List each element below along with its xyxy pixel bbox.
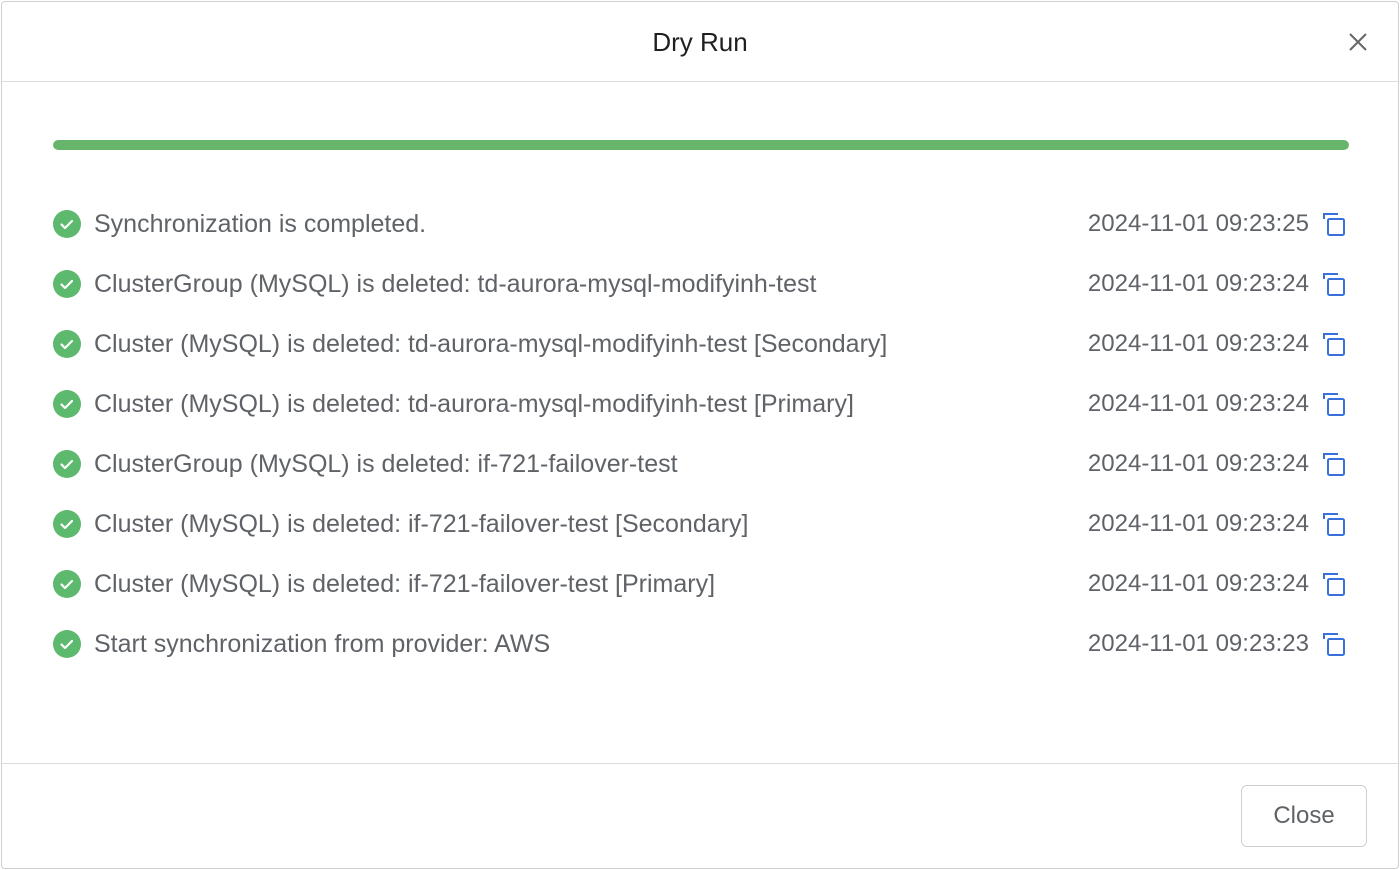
check-circle-icon <box>53 270 81 298</box>
check-circle-icon <box>53 570 81 598</box>
copy-icon[interactable] <box>1321 571 1347 597</box>
check-circle-icon <box>53 450 81 478</box>
copy-icon[interactable] <box>1321 211 1347 237</box>
close-button[interactable]: Close <box>1241 785 1367 847</box>
log-message: Cluster (MySQL) is deleted: td-aurora-my… <box>94 329 888 358</box>
close-icon[interactable] <box>1346 30 1370 54</box>
check-circle-icon <box>53 390 81 418</box>
log-list: Synchronization is completed. 2024-11-01 … <box>53 194 1349 674</box>
log-timestamp: 2024-11-01 09:23:24 <box>1087 390 1309 417</box>
copy-icon[interactable] <box>1321 451 1347 477</box>
log-entry: Cluster (MySQL) is deleted: td-aurora-my… <box>53 314 1349 374</box>
log-message: Start synchronization from provider: AWS <box>94 629 551 658</box>
copy-icon[interactable] <box>1321 511 1347 537</box>
log-timestamp: 2024-11-01 09:23:25 <box>1087 210 1309 237</box>
log-entry: Cluster (MySQL) is deleted: if-721-failo… <box>53 554 1349 614</box>
log-message: Cluster (MySQL) is deleted: if-721-failo… <box>94 569 716 598</box>
log-entry: ClusterGroup (MySQL) is deleted: if-721-… <box>53 434 1349 494</box>
log-entry: Cluster (MySQL) is deleted: if-721-failo… <box>53 494 1349 554</box>
check-circle-icon <box>53 330 81 358</box>
check-circle-icon <box>53 210 81 238</box>
copy-icon[interactable] <box>1321 331 1347 357</box>
check-circle-icon <box>53 510 81 538</box>
log-timestamp: 2024-11-01 09:23:24 <box>1087 450 1309 477</box>
log-message: ClusterGroup (MySQL) is deleted: if-721-… <box>94 449 678 478</box>
check-circle-icon <box>53 630 81 658</box>
log-entry: ClusterGroup (MySQL) is deleted: td-auro… <box>53 254 1349 314</box>
dialog-title: Dry Run <box>652 27 748 57</box>
log-timestamp: 2024-11-01 09:23:24 <box>1087 330 1309 357</box>
copy-icon[interactable] <box>1321 631 1347 657</box>
dialog-footer: Close <box>2 763 1398 869</box>
log-entry: Cluster (MySQL) is deleted: td-aurora-my… <box>53 374 1349 434</box>
log-timestamp: 2024-11-01 09:23:24 <box>1087 510 1309 537</box>
copy-icon[interactable] <box>1321 271 1347 297</box>
log-timestamp: 2024-11-01 09:23:24 <box>1087 270 1309 297</box>
log-message: Synchronization is completed. <box>94 209 427 238</box>
log-message: Cluster (MySQL) is deleted: if-721-failo… <box>94 509 749 538</box>
log-message: ClusterGroup (MySQL) is deleted: td-auro… <box>94 269 817 298</box>
log-timestamp: 2024-11-01 09:23:24 <box>1087 570 1309 597</box>
log-entry: Synchronization is completed. 2024-11-01 … <box>53 194 1349 254</box>
log-message: Cluster (MySQL) is deleted: td-aurora-my… <box>94 389 854 418</box>
copy-icon[interactable] <box>1321 391 1347 417</box>
log-timestamp: 2024-11-01 09:23:23 <box>1087 630 1309 657</box>
dialog-header: Dry Run <box>2 2 1398 82</box>
log-entry: Start synchronization from provider: AWS… <box>53 614 1349 674</box>
progress-fill <box>53 140 1349 150</box>
progress-bar <box>53 140 1349 150</box>
